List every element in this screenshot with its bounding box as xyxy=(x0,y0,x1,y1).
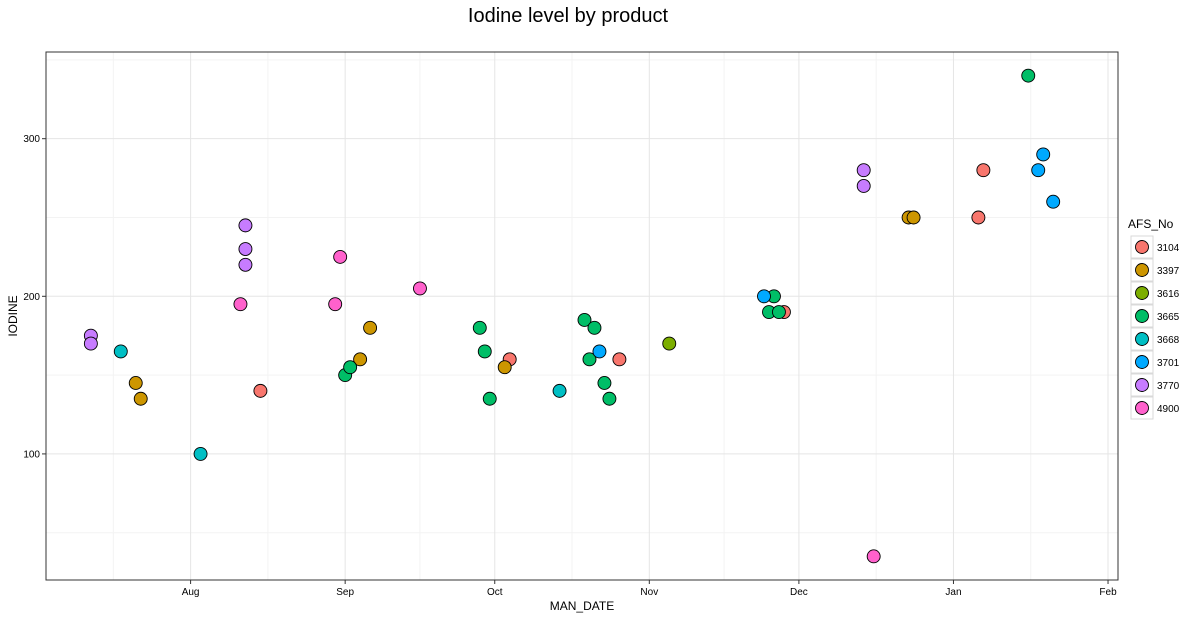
legend-title: AFS_No xyxy=(1128,217,1174,231)
x-tick-label: Oct xyxy=(487,587,503,598)
legend-label: 3770 xyxy=(1157,381,1180,392)
data-point-3770 xyxy=(238,218,253,233)
data-point-3665 xyxy=(477,344,492,359)
grid-major xyxy=(46,52,1118,580)
data-point-3104 xyxy=(253,383,268,398)
data-point-3701 xyxy=(757,289,771,304)
legend-label: 3616 xyxy=(1157,289,1180,300)
data-point-3701 xyxy=(592,344,607,359)
legend-marker-3397 xyxy=(1135,263,1149,277)
legend-label: 3397 xyxy=(1157,266,1180,277)
data-point-4900 xyxy=(233,297,248,312)
data-point-3665 xyxy=(577,312,592,327)
data-point-3104 xyxy=(971,210,986,225)
x-tick-label: Aug xyxy=(182,587,200,598)
y-axis: 100 200 300 xyxy=(23,134,46,460)
legend-items: 3104 3397 3616 3665 3668 3701 3770 4900 xyxy=(1130,235,1180,420)
legend-label: 3665 xyxy=(1157,312,1180,323)
legend-marker-3668 xyxy=(1135,332,1149,346)
data-point-3668 xyxy=(113,344,128,359)
data-point-3770 xyxy=(238,242,253,256)
legend-marker-3701 xyxy=(1135,355,1149,369)
data-point-3397 xyxy=(353,352,368,367)
chart-title: Iodine level by product xyxy=(468,5,669,27)
legend-marker-3616 xyxy=(1135,286,1149,300)
y-tick-label: 200 xyxy=(23,292,40,303)
data-point-3668 xyxy=(552,383,567,398)
x-axis: Aug Sep Oct Nov Dec Jan Feb xyxy=(182,580,1117,598)
data-point-3665 xyxy=(472,320,487,335)
legend-marker-4900 xyxy=(1135,401,1149,415)
data-point-3397 xyxy=(133,391,148,406)
data-point-3665 xyxy=(602,391,617,406)
plot-border xyxy=(45,51,1119,581)
data-point-3397 xyxy=(497,360,512,375)
data-point-3770 xyxy=(238,257,253,272)
data-point-3397 xyxy=(906,210,921,225)
legend-label: 3668 xyxy=(1157,335,1180,346)
legend-marker-3104 xyxy=(1135,240,1149,254)
x-tick-label: Dec xyxy=(790,587,808,598)
data-points xyxy=(83,68,1061,564)
data-point-3397 xyxy=(128,376,143,390)
x-tick-label: Jan xyxy=(945,587,961,598)
legend-marker-3665 xyxy=(1135,309,1149,323)
x-axis-title: MAN_DATE xyxy=(550,599,614,613)
data-point-4900 xyxy=(866,549,881,564)
legend-label: 3701 xyxy=(1157,358,1180,369)
y-axis-title: IODINE xyxy=(6,295,20,336)
data-point-3701 xyxy=(1036,147,1051,162)
legend: AFS_No 3104 3397 3616 3665 3668 3701 3770 4900 xyxy=(1128,217,1180,420)
x-tick-label: Sep xyxy=(336,587,354,598)
y-tick-label: 300 xyxy=(23,134,40,145)
data-point-3770 xyxy=(856,163,871,178)
data-point-4900 xyxy=(328,297,343,312)
data-point-3770 xyxy=(83,336,98,351)
data-point-3665 xyxy=(582,352,597,367)
data-point-4900 xyxy=(333,249,348,264)
data-point-3665 xyxy=(587,320,602,335)
data-point-3397 xyxy=(363,320,378,335)
legend-label: 3104 xyxy=(1157,243,1180,254)
data-point-3665 xyxy=(771,305,786,320)
data-point-3668 xyxy=(193,446,208,461)
data-point-3701 xyxy=(1031,163,1046,178)
data-point-3104 xyxy=(976,163,991,178)
data-point-3616 xyxy=(662,336,677,351)
data-point-3770 xyxy=(856,179,871,193)
data-point-3701 xyxy=(1046,194,1061,209)
legend-marker-3770 xyxy=(1135,378,1149,392)
data-point-3665 xyxy=(1021,68,1036,83)
x-tick-label: Nov xyxy=(640,587,658,598)
data-point-3104 xyxy=(612,352,627,367)
data-point-3665 xyxy=(482,391,497,406)
grid-minor xyxy=(46,52,1118,580)
data-point-3665 xyxy=(343,360,358,375)
data-point-4900 xyxy=(413,281,427,296)
x-tick-label: Feb xyxy=(1099,587,1117,598)
y-tick-label: 100 xyxy=(23,449,40,460)
legend-label: 4900 xyxy=(1157,404,1180,415)
data-point-3665 xyxy=(597,376,612,390)
